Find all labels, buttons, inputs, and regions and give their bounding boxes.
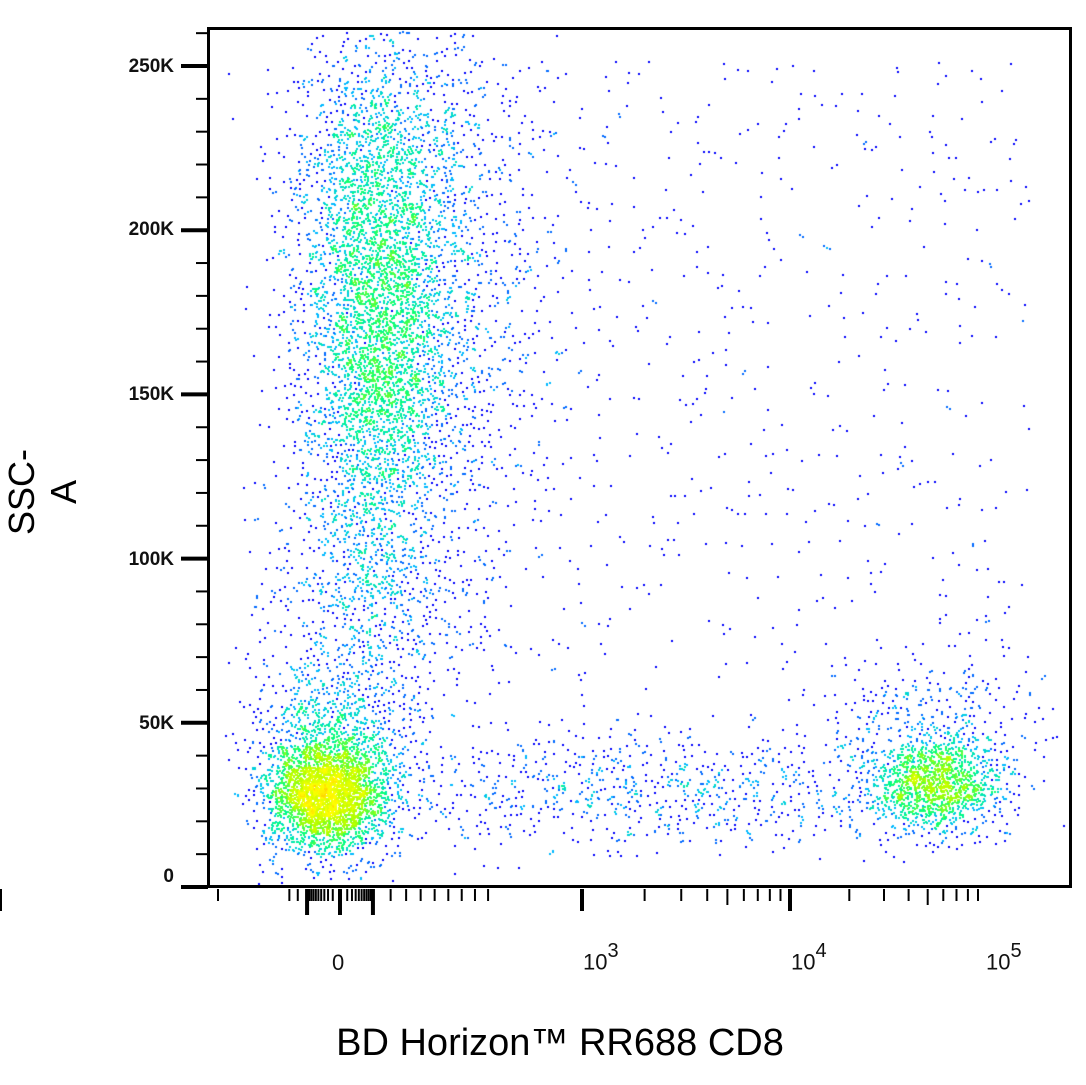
x-tick-base: 10 — [583, 949, 608, 975]
x-axis-title: BD Horizon™ RR688 CD8 — [336, 1022, 784, 1064]
x-tick-exponent: 4 — [815, 940, 827, 962]
x-tick-base: 0 — [332, 950, 345, 975]
x-tick-exponent: 5 — [1010, 940, 1022, 962]
x-tick-label-1e5: 105 — [986, 940, 1022, 975]
y-tick-label-150k: 150K — [128, 384, 174, 405]
y-tick-label-200k: 200K — [128, 219, 174, 240]
x-tick-exponent: 3 — [607, 940, 619, 962]
x-tick-label-1e4: 104 — [791, 940, 827, 975]
scatter-dots — [210, 30, 1069, 885]
x-tick-label-1e3: 103 — [583, 940, 619, 975]
y-axis-title: SSC-A — [1, 449, 84, 536]
x-tick-base: 10 — [986, 949, 1011, 975]
x-tick-label-0: 0 — [332, 950, 344, 976]
y-tick-label-100k: 100K — [128, 549, 174, 570]
y-tick-label-0: 0 — [163, 866, 174, 887]
y-tick-label-50k: 50K — [139, 713, 174, 734]
x-tick-base: 10 — [791, 949, 816, 975]
y-tick-label-250k: 250K — [128, 56, 174, 77]
